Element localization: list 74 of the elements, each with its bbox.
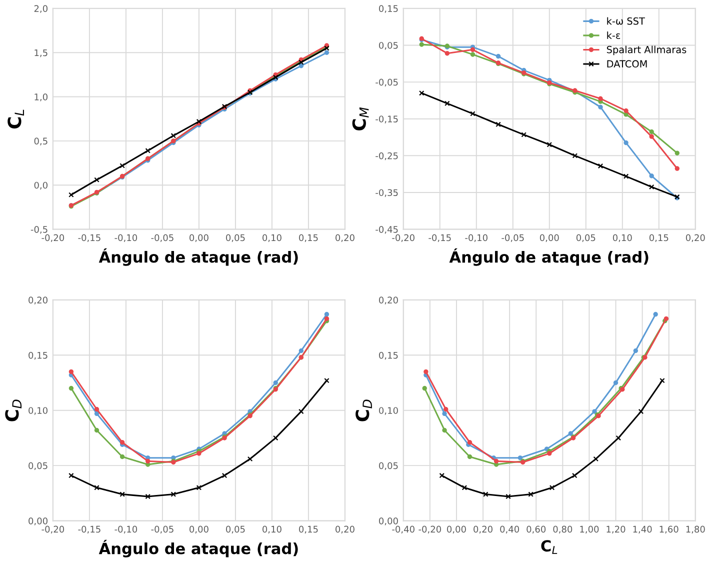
x-tick-label: 0,00: [540, 234, 559, 242]
x-tick-label: 0,00: [190, 526, 208, 534]
x-axis-title: C$_{L}$: [541, 540, 558, 554]
y-tick-label: -0,5: [30, 226, 48, 234]
x-tick-label: 0,05: [226, 526, 245, 534]
x-tick-label: 0,15: [299, 526, 318, 534]
x-tick-label: 0,80: [553, 526, 572, 534]
y-tick-label: 0,15: [28, 352, 48, 360]
y-tick-label: 0,15: [379, 352, 398, 360]
y-tick-label: 1,5: [34, 49, 48, 58]
x-tick-label: 0,15: [299, 234, 318, 242]
x-tick-label: 0,10: [612, 234, 632, 242]
y-axis-title: C$_{D}$: [356, 400, 372, 422]
x-tick-label: 0,05: [576, 234, 596, 242]
x-tick-label: 0,20: [336, 526, 354, 534]
x-tick-label: 0,20: [686, 234, 705, 242]
y-axis-title: C$_{M}$: [352, 107, 369, 130]
y-tick-label: 2,0: [34, 5, 48, 13]
x-tick-label: 0,10: [262, 234, 282, 242]
x-axis-title: Ángulo de ataque (rad): [98, 248, 298, 266]
y-tick-label: -0,35: [376, 189, 398, 197]
x-tick-label: 1,60: [660, 526, 678, 534]
x-tick-label: 0,05: [226, 234, 245, 242]
legend-label: k-ω SST: [607, 17, 645, 25]
x-tick-label: -0,40: [392, 526, 414, 534]
y-axis-title: C$_{L}$: [8, 110, 24, 129]
y-tick-label: 0,5: [34, 138, 48, 146]
y-tick-label: 0,05: [379, 42, 398, 50]
y-tick-label: 0,00: [28, 518, 48, 526]
x-tick-label: 0,10: [262, 526, 282, 534]
x-tick-label: -0,05: [151, 526, 174, 534]
x-tick-label: -0,20: [418, 526, 442, 534]
y-tick-label: 0,10: [379, 407, 398, 415]
x-tick-label: -0,05: [502, 234, 524, 242]
y-tick-label: 0,20: [379, 296, 398, 304]
y-tick-label: 0,05: [379, 462, 398, 470]
x-tick-label: -0,15: [78, 526, 100, 534]
x-tick-label: -0,10: [465, 234, 488, 242]
x-tick-label: -0,20: [392, 234, 414, 242]
y-axis-title: C$_{D}$: [5, 400, 22, 422]
x-axis-title: Ángulo de ataque (rad): [98, 540, 298, 558]
x-tick-label: 1,40: [633, 526, 652, 534]
x-tick-label: 0,00: [190, 234, 208, 242]
x-tick-label: 0,20: [474, 526, 492, 534]
x-tick-label: -0,20: [42, 526, 64, 534]
y-tick-label: 0,20: [28, 296, 48, 304]
x-tick-label: -0,10: [114, 526, 138, 534]
y-tick-label: -0,45: [376, 226, 398, 234]
y-tick-label: 0,0: [34, 182, 48, 190]
y-tick-label: 0,05: [28, 462, 48, 470]
x-tick-label: -0,10: [114, 234, 138, 242]
y-tick-label: 0,10: [28, 407, 48, 415]
legend-label: DATCOM: [607, 60, 647, 68]
x-tick-label: -0,05: [151, 234, 174, 242]
y-tick-label: 1,0: [34, 94, 48, 102]
x-tick-label: 0,00: [447, 526, 466, 534]
y-tick-label: 0,15: [379, 5, 398, 13]
y-tick-label: -0,15: [376, 116, 398, 124]
legend-label: Spalart Allmaras: [606, 46, 686, 56]
y-tick-label: -0,25: [376, 152, 398, 160]
x-tick-label: 0,60: [526, 526, 546, 534]
legend-label: k-ε: [607, 31, 620, 39]
x-tick-label: 1,20: [606, 526, 626, 534]
x-tick-label: 0,15: [649, 234, 668, 242]
y-tick-label: 0,00: [379, 518, 398, 526]
x-tick-label: 1,00: [580, 526, 599, 534]
x-tick-label: 0,20: [336, 234, 354, 242]
y-tick-label: -0,05: [376, 78, 398, 87]
x-tick-label: -0,20: [42, 234, 64, 242]
x-tick-label: 1,80: [686, 526, 705, 534]
x-tick-label: -0,15: [78, 234, 100, 242]
x-axis-title: Ángulo de ataque (rad): [449, 248, 648, 266]
x-tick-label: -0,15: [428, 234, 451, 242]
x-tick-label: 0,40: [500, 526, 520, 534]
